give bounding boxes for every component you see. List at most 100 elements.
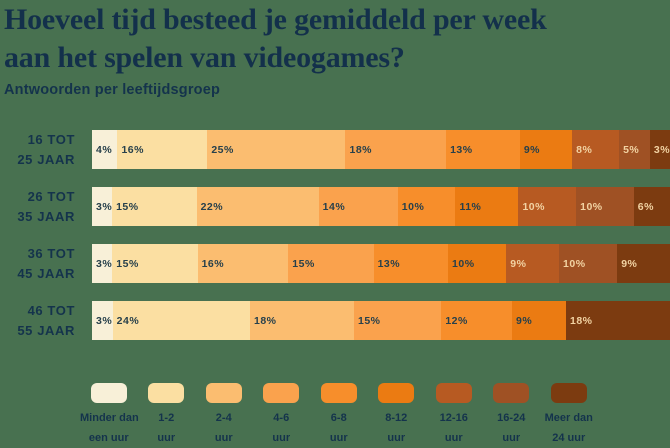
age-group-label-line: 35 JAAR <box>17 208 75 224</box>
legend-swatch <box>205 383 242 403</box>
bar-segment: 3% <box>92 301 113 340</box>
bar-segment: 18% <box>345 130 447 169</box>
legend-label-line: uur <box>214 432 233 444</box>
segment-value-label: 15% <box>358 314 381 327</box>
chart-rows: 16 TOT 25 JAAR 4% 16% 25% 18% 13% 9% 8% 5% 3% 26 TO… <box>0 130 670 358</box>
bar-segment: 15% <box>354 301 442 340</box>
bar-segment: 3% <box>649 130 670 169</box>
legend-label-line: uur <box>502 432 521 444</box>
legend-label-line: Minder dan <box>80 412 139 424</box>
bar-segment: 5% <box>619 130 650 169</box>
bar-segment: 18% <box>250 301 354 340</box>
segment-value-label: 9% <box>621 257 638 270</box>
bar-segment: 15% <box>288 244 374 283</box>
legend-item: 16-24 uur <box>483 383 541 448</box>
stacked-bar: 3% 24% 18% 15% 12% 9% 18% <box>92 301 670 340</box>
age-group-label-line: 45 JAAR <box>17 265 75 281</box>
segment-value-label: 3% <box>96 257 113 270</box>
segment-value-label: 15% <box>116 200 139 213</box>
legend-swatch <box>435 383 472 403</box>
bar-segment: 4% <box>92 130 118 169</box>
bar-segment: 3% <box>92 187 113 226</box>
segment-value-label: 22% <box>200 200 224 213</box>
age-group-label-line: 55 JAAR <box>17 322 75 338</box>
age-group-row: 16 TOT 25 JAAR 4% 16% 25% 18% 13% 9% 8% 5% 3% <box>0 130 670 169</box>
age-group-label-line: 16 TOT <box>27 131 75 147</box>
bar-segment: 12% <box>441 301 512 340</box>
legend-swatch <box>493 383 530 403</box>
segment-value-label: 16% <box>121 143 144 156</box>
bar-segment: 8% <box>572 130 620 169</box>
bar-segment: 10% <box>559 244 618 283</box>
legend-swatch <box>148 383 185 403</box>
legend-swatch <box>320 383 357 403</box>
legend-item-label: 16-24 uur <box>483 408 541 448</box>
legend-label-line: 1-2 <box>158 412 175 424</box>
legend-label-line: 6-8 <box>330 412 347 424</box>
legend-item-label: 1-2 uur <box>138 408 196 448</box>
bar-segment: 16% <box>117 130 208 169</box>
segment-value-label: 10% <box>563 257 586 270</box>
legend: Minder dan een uur 1-2 uur 2-4 uur 4-6 uur 6-8 uu… <box>80 383 598 448</box>
segment-value-label: 8% <box>576 143 593 156</box>
legend-item: Meer dan 24 uur <box>540 383 598 448</box>
legend-item: Minder dan een uur <box>80 383 139 448</box>
segment-value-label: 15% <box>292 257 315 270</box>
legend-label-line: een uur <box>88 432 129 444</box>
legend-label-line: uur <box>329 432 348 444</box>
segment-value-label: 6% <box>637 200 654 213</box>
legend-item-label: 2-4 uur <box>195 408 253 448</box>
segment-value-label: 10% <box>580 200 603 213</box>
segment-value-label: 5% <box>623 143 640 156</box>
bar-segment: 9% <box>519 130 573 169</box>
legend-item-label: 4-6 uur <box>253 408 311 448</box>
segment-value-label: 18% <box>254 314 277 327</box>
segment-value-label: 10% <box>452 257 475 270</box>
segment-value-label: 18% <box>570 314 593 327</box>
segment-value-label: 13% <box>450 143 473 156</box>
legend-item: 8-12 uur <box>368 383 426 448</box>
legend-item-label: 6-8 uur <box>310 408 368 448</box>
segment-value-label: 11% <box>459 200 482 213</box>
bar-segment: 18% <box>566 301 670 340</box>
legend-item-label: 8-12 uur <box>368 408 426 448</box>
segment-value-label: 9% <box>510 257 527 270</box>
legend-label-line: 2-4 <box>215 412 232 424</box>
segment-value-label: 3% <box>96 314 113 327</box>
legend-item-label: Minder dan een uur <box>80 408 139 448</box>
age-group-row: 46 TOT 55 JAAR 3% 24% 18% 15% 12% 9% 18% <box>0 301 670 340</box>
legend-swatch <box>90 383 127 403</box>
page-subtitle: Antwoorden per leeftijdsgroep <box>4 82 221 98</box>
stacked-bar: 4% 16% 25% 18% 13% 9% 8% 5% 3% <box>92 130 670 169</box>
legend-label-line: Meer dan <box>544 412 593 424</box>
segment-value-label: 16% <box>201 257 225 270</box>
age-group-label: 46 TOT 55 JAAR <box>0 301 92 341</box>
legend-label-line: uur <box>387 432 406 444</box>
stacked-bar: 3% 15% 16% 15% 13% 10% 9% 10% 9% <box>92 244 670 283</box>
legend-label-line: 8-12 <box>385 412 408 424</box>
bar-segment: 25% <box>207 130 346 169</box>
age-group-row: 26 TOT 35 JAAR 3% 15% 22% 14% 10% 11% 10% 10% 6% <box>0 187 670 226</box>
age-group-label-line: 26 TOT <box>27 188 75 204</box>
legend-item: 1-2 uur <box>138 383 196 448</box>
bar-segment: 16% <box>197 244 289 283</box>
legend-label-line: uur <box>272 432 291 444</box>
bar-segment: 15% <box>112 244 198 283</box>
age-group-label: 16 TOT 25 JAAR <box>0 130 92 170</box>
age-group-label-line: 36 TOT <box>27 245 75 261</box>
legend-label-line: uur <box>157 432 176 444</box>
legend-label-line: 12-16 <box>439 412 468 424</box>
stacked-bar: 3% 15% 22% 14% 10% 11% 10% 10% 6% <box>92 187 670 226</box>
segment-value-label: 10% <box>522 200 545 213</box>
legend-item: 6-8 uur <box>310 383 368 448</box>
bar-segment: 13% <box>446 130 520 169</box>
legend-swatch <box>263 383 300 403</box>
segment-value-label: 24% <box>116 314 140 327</box>
segment-value-label: 15% <box>116 257 139 270</box>
bar-segment: 24% <box>112 301 250 340</box>
page-title-line2: aan het spelen van videogames? <box>4 41 405 74</box>
segment-value-label: 9% <box>516 314 533 327</box>
segment-value-label: 13% <box>377 257 401 270</box>
segment-value-label: 14% <box>322 200 346 213</box>
